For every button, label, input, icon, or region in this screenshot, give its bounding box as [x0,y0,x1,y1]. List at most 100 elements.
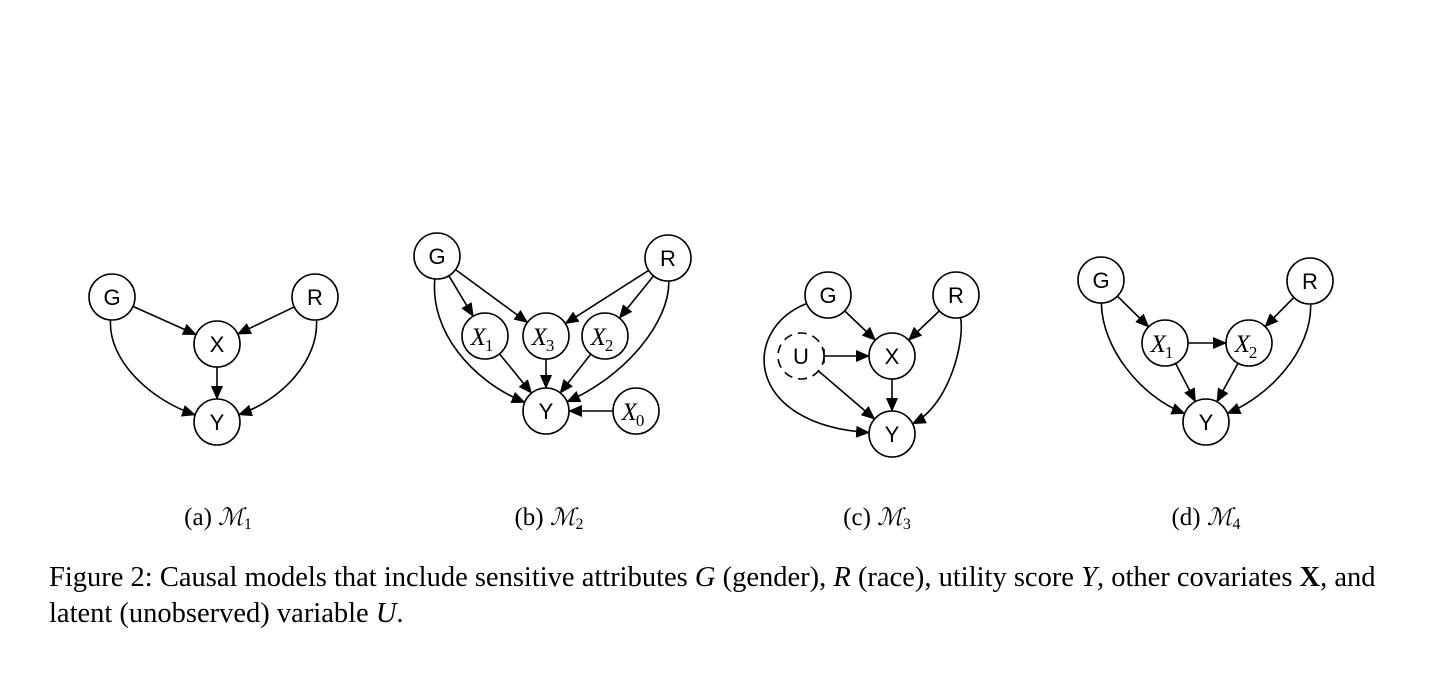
subcaption-d-prefix: (d) [1171,504,1207,531]
subcaption-c-prefix: (c) [843,504,878,531]
node-b-x1-circle [461,312,509,360]
node-b-x0: X0 [612,387,660,435]
node-c-x-circle [868,332,916,380]
node-a-r-label: R [307,285,323,310]
node-b-x3-circle [522,312,570,360]
subcaption-a-prefix: (a) [184,504,219,531]
edge-a-r-to-y [237,319,318,417]
node-c-r-label: R [948,283,964,308]
node-b-r: R [644,234,692,282]
edge-b-r-to-x2 [618,275,655,319]
node-a-g: G [88,273,136,321]
node-a-g-circle [88,273,136,321]
subcaption-c: (c) ℳ3 [843,503,911,537]
node-c-y: Y [868,410,916,458]
node-c-u-label: U [793,344,809,369]
node-a-x: X [193,320,241,368]
edge-d-x2-to-y [1216,362,1239,403]
node-d-r-circle [1286,257,1334,305]
node-c-r: R [932,271,980,319]
node-b-x2: X2 [581,312,629,360]
edge-a-g-to-x [132,305,197,336]
node-d-g: G [1077,256,1125,304]
node-d-g-label: G [1092,268,1109,293]
node-b-g: G [413,232,461,280]
subcaption-d: (d) ℳ4 [1171,503,1240,537]
caption-text-5: , and latent (unobserved) variable [49,562,1376,629]
caption-var-y: Y [1081,562,1097,593]
edge-b-g-to-x1 [448,275,474,318]
node-d-g-circle [1077,256,1125,304]
node-b-x3: X3 [522,312,570,360]
node-b-g-label: G [428,244,445,269]
edge-a-r-to-x [236,306,295,335]
node-d-x1: X1 [1141,319,1189,367]
caption-var-g: G [694,562,716,593]
node-b-x2-circle [581,312,629,360]
figure-caption: Figure 2: Causal models that include sen… [49,560,1389,632]
node-b-y: Y [522,387,570,435]
subcaption-b-model: ℳ [549,503,576,531]
node-d-r: R [1286,257,1334,305]
edge-b-x2-to-y [559,353,592,394]
node-c-r-circle [932,271,980,319]
subcaption-a: (a) ℳ1 [184,503,252,537]
node-d-x1-circle [1141,319,1189,367]
node-c-g: G [804,271,852,319]
edge-c-g-to-y [763,302,871,438]
edge-c-g-to-x [844,310,877,341]
node-c-y-label: Y [885,422,900,447]
edge-d-x1-to-y [1174,363,1197,403]
subcaption-b-index: 2 [575,516,584,533]
edge-d-r-to-y [1226,303,1312,415]
edge-b-r-to-x3 [564,269,650,325]
node-d-r-label: R [1302,269,1318,294]
node-c-y-circle [868,410,916,458]
edge-b-r-to-y [566,280,670,403]
node-d-y-circle [1182,398,1230,446]
caption-var-x: X [1299,562,1321,593]
node-c-u: U [777,332,825,380]
node-c-g-label: G [819,283,836,308]
caption-text-4: , other covariates [1096,562,1300,593]
edge-d-g-to-y [1100,302,1186,415]
node-a-y-label: Y [210,410,225,435]
node-a-x-circle [193,320,241,368]
caption-text-3: (race), utility score [850,562,1082,593]
subcaption-b: (b) ℳ2 [514,503,583,537]
node-b-y-circle [522,387,570,435]
edge-b-g-to-x3 [455,268,529,324]
node-a-r-circle [291,273,339,321]
node-c-u-circle [777,332,825,380]
node-a-y-circle [193,398,241,446]
node-b-x1: X1 [461,312,509,360]
node-b-x0-circle [612,387,660,435]
node-b-g-circle [413,232,461,280]
subcaption-a-index: 1 [243,516,252,533]
subcaption-c-index: 3 [902,516,911,533]
edge-d-r-to-x2 [1264,296,1295,328]
node-c-x-label: X [885,344,900,369]
subcaption-a-model: ℳ [218,503,244,531]
node-a-g-label: G [103,285,120,310]
edge-d-g-to-x1 [1116,295,1150,328]
edge-b-g-to-y [433,278,526,404]
node-d-y: Y [1182,398,1230,446]
node-c-x: X [868,332,916,380]
node-b-r-label: R [660,246,676,271]
edge-b-x1-to-y [498,353,533,394]
node-a-x-label: X [210,332,225,357]
subcaption-d-model: ℳ [1206,503,1233,531]
caption-var-u: U [375,598,397,629]
caption-var-r: R [833,562,851,593]
edge-c-r-to-y [911,317,963,425]
caption-text-2: (gender), [715,562,834,593]
subcaption-d-index: 4 [1232,516,1241,533]
node-a-y: Y [193,398,241,446]
caption-text-6: . [396,598,404,629]
node-c-g-circle [804,271,852,319]
node-d-y-label: Y [1199,410,1214,435]
node-d-x2: X2 [1225,319,1273,367]
node-b-r-circle [644,234,692,282]
